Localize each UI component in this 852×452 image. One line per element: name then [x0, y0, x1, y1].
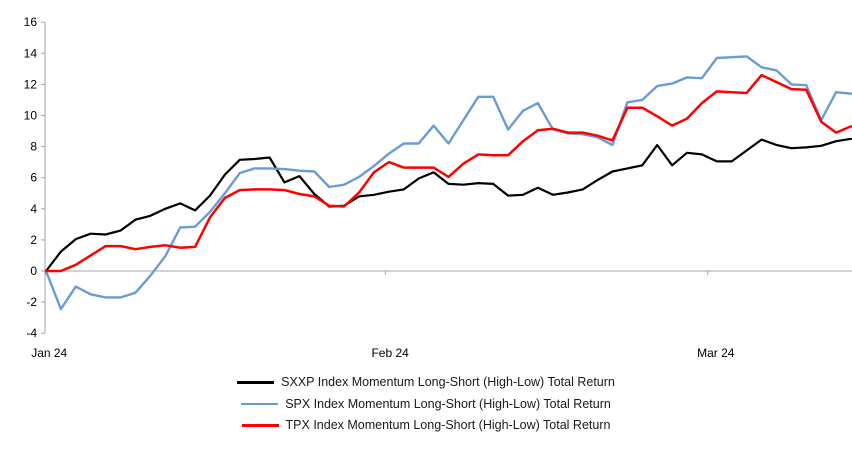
x-axis-tick-label: Jan 24 — [31, 346, 67, 360]
legend-line-swatch-spx — [241, 402, 279, 406]
y-axis-tick-label: 0 — [30, 264, 37, 278]
legend-label-spx: SPX Index Momentum Long-Short (High-Low)… — [285, 396, 611, 411]
legend-label-sxxp: SXXP Index Momentum Long-Short (High-Low… — [281, 375, 615, 389]
series-line-spx — [44, 55, 852, 311]
momentum-line-chart: 16 14 12 10 8 6 4 2 0 -2 -4 Jan 24 Feb 24 Mar 24 — [24, 15, 852, 360]
y-axis-tick-label: 12 — [24, 77, 38, 91]
y-axis-tick-label: 10 — [24, 109, 38, 123]
y-axis-tick-label: 8 — [30, 140, 37, 154]
series-line-sxxp — [44, 137, 852, 273]
y-axis-tick-label: 2 — [30, 233, 37, 247]
y-axis-tick-label: -4 — [26, 326, 37, 340]
legend-label-tpx: TPX Index Momentum Long-Short (High-Low)… — [285, 418, 611, 432]
y-axis-tick-label: 4 — [30, 202, 37, 216]
x-axis-tick-label: Mar 24 — [697, 346, 735, 360]
legend-line-swatch-sxxp — [237, 381, 275, 384]
chart-legend: SXXP Index Momentum Long-Short (High-Low… — [0, 375, 852, 440]
legend-item-spx: SPX Index Momentum Long-Short (High-Low)… — [0, 397, 852, 412]
y-axis-tick-label: 6 — [30, 171, 37, 185]
y-axis-tick-label: -2 — [26, 295, 37, 309]
legend-line-swatch-tpx — [241, 424, 279, 427]
legend-item-sxxp: SXXP Index Momentum Long-Short (High-Low… — [0, 375, 852, 390]
y-axis-tick-label: 16 — [24, 15, 38, 29]
legend-item-tpx: TPX Index Momentum Long-Short (High-Low)… — [0, 418, 852, 433]
series-line-tpx — [44, 73, 852, 273]
y-axis-tick-label: 14 — [24, 46, 38, 60]
x-axis-tick-label: Feb 24 — [371, 346, 409, 360]
